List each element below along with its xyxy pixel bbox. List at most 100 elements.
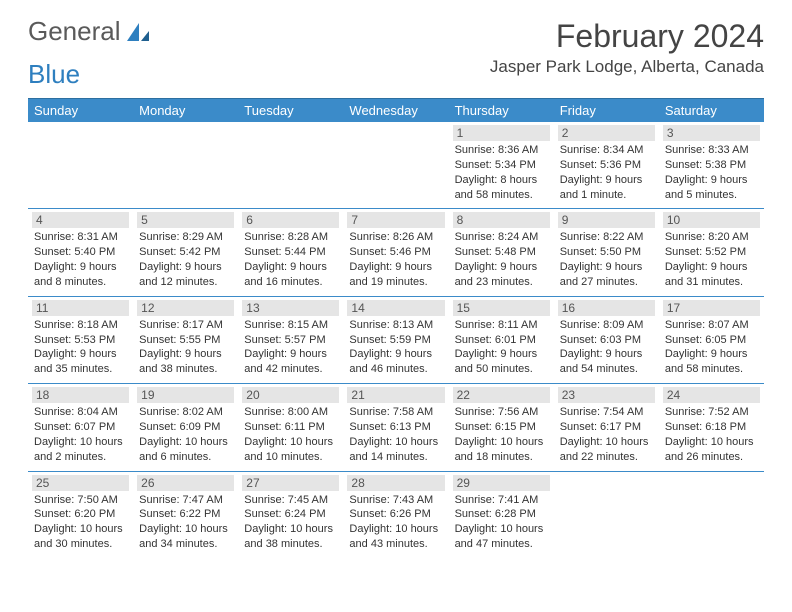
calendar-cell: 8Sunrise: 8:24 AMSunset: 5:48 PMDaylight… — [449, 209, 554, 296]
day-details: Sunrise: 8:11 AMSunset: 6:01 PMDaylight:… — [453, 316, 550, 377]
day-number: 22 — [453, 387, 550, 403]
calendar-cell: 26Sunrise: 7:47 AMSunset: 6:22 PMDayligh… — [133, 471, 238, 558]
day-details: Sunrise: 8:04 AMSunset: 6:07 PMDaylight:… — [32, 403, 129, 464]
day-details: Sunrise: 7:54 AMSunset: 6:17 PMDaylight:… — [558, 403, 655, 464]
day-details: Sunrise: 7:43 AMSunset: 6:26 PMDaylight:… — [347, 491, 444, 552]
day-number: 29 — [453, 475, 550, 491]
calendar-cell: 13Sunrise: 8:15 AMSunset: 5:57 PMDayligh… — [238, 296, 343, 383]
day-number: 17 — [663, 300, 760, 316]
day-details: Sunrise: 8:13 AMSunset: 5:59 PMDaylight:… — [347, 316, 444, 377]
calendar-row: 18Sunrise: 8:04 AMSunset: 6:07 PMDayligh… — [28, 384, 764, 471]
day-details: Sunrise: 8:26 AMSunset: 5:46 PMDaylight:… — [347, 228, 444, 289]
calendar-cell: 21Sunrise: 7:58 AMSunset: 6:13 PMDayligh… — [343, 384, 448, 471]
calendar-cell: 22Sunrise: 7:56 AMSunset: 6:15 PMDayligh… — [449, 384, 554, 471]
calendar-cell: 9Sunrise: 8:22 AMSunset: 5:50 PMDaylight… — [554, 209, 659, 296]
day-details: Sunrise: 7:45 AMSunset: 6:24 PMDaylight:… — [242, 491, 339, 552]
calendar-cell — [28, 122, 133, 209]
day-details: Sunrise: 8:07 AMSunset: 6:05 PMDaylight:… — [663, 316, 760, 377]
calendar-cell — [238, 122, 343, 209]
day-header: Thursday — [449, 99, 554, 123]
day-details: Sunrise: 8:22 AMSunset: 5:50 PMDaylight:… — [558, 228, 655, 289]
day-details: Sunrise: 8:33 AMSunset: 5:38 PMDaylight:… — [663, 141, 760, 202]
day-number: 7 — [347, 212, 444, 228]
day-number: 26 — [137, 475, 234, 491]
calendar-cell: 10Sunrise: 8:20 AMSunset: 5:52 PMDayligh… — [659, 209, 764, 296]
calendar-cell: 14Sunrise: 8:13 AMSunset: 5:59 PMDayligh… — [343, 296, 448, 383]
day-number: 10 — [663, 212, 760, 228]
day-number: 15 — [453, 300, 550, 316]
calendar-cell: 28Sunrise: 7:43 AMSunset: 6:26 PMDayligh… — [343, 471, 448, 558]
day-number: 24 — [663, 387, 760, 403]
calendar-cell: 1Sunrise: 8:36 AMSunset: 5:34 PMDaylight… — [449, 122, 554, 209]
day-details: Sunrise: 8:28 AMSunset: 5:44 PMDaylight:… — [242, 228, 339, 289]
calendar-cell: 19Sunrise: 8:02 AMSunset: 6:09 PMDayligh… — [133, 384, 238, 471]
day-number: 5 — [137, 212, 234, 228]
calendar-cell: 7Sunrise: 8:26 AMSunset: 5:46 PMDaylight… — [343, 209, 448, 296]
day-number: 11 — [32, 300, 129, 316]
title-block: February 2024 Jasper Park Lodge, Alberta… — [490, 18, 764, 77]
calendar-cell: 4Sunrise: 8:31 AMSunset: 5:40 PMDaylight… — [28, 209, 133, 296]
calendar-row: 11Sunrise: 8:18 AMSunset: 5:53 PMDayligh… — [28, 296, 764, 383]
day-details: Sunrise: 8:09 AMSunset: 6:03 PMDaylight:… — [558, 316, 655, 377]
calendar-page: General February 2024 Jasper Park Lodge,… — [0, 0, 792, 576]
day-header: Friday — [554, 99, 659, 123]
day-header: Sunday — [28, 99, 133, 123]
logo-sail-icon — [125, 21, 151, 43]
logo-word-general: General — [28, 18, 121, 44]
day-number: 25 — [32, 475, 129, 491]
day-number: 2 — [558, 125, 655, 141]
calendar-head: SundayMondayTuesdayWednesdayThursdayFrid… — [28, 99, 764, 123]
calendar-cell — [554, 471, 659, 558]
day-details: Sunrise: 8:29 AMSunset: 5:42 PMDaylight:… — [137, 228, 234, 289]
calendar-cell — [659, 471, 764, 558]
day-number: 12 — [137, 300, 234, 316]
calendar-cell: 12Sunrise: 8:17 AMSunset: 5:55 PMDayligh… — [133, 296, 238, 383]
day-number: 6 — [242, 212, 339, 228]
day-details: Sunrise: 8:02 AMSunset: 6:09 PMDaylight:… — [137, 403, 234, 464]
day-header: Saturday — [659, 99, 764, 123]
day-details: Sunrise: 7:47 AMSunset: 6:22 PMDaylight:… — [137, 491, 234, 552]
day-number: 3 — [663, 125, 760, 141]
day-details: Sunrise: 7:58 AMSunset: 6:13 PMDaylight:… — [347, 403, 444, 464]
calendar-table: SundayMondayTuesdayWednesdayThursdayFrid… — [28, 98, 764, 558]
calendar-row: 1Sunrise: 8:36 AMSunset: 5:34 PMDaylight… — [28, 122, 764, 209]
calendar-cell: 11Sunrise: 8:18 AMSunset: 5:53 PMDayligh… — [28, 296, 133, 383]
calendar-cell: 29Sunrise: 7:41 AMSunset: 6:28 PMDayligh… — [449, 471, 554, 558]
day-number: 28 — [347, 475, 444, 491]
day-details: Sunrise: 8:17 AMSunset: 5:55 PMDaylight:… — [137, 316, 234, 377]
calendar-cell: 5Sunrise: 8:29 AMSunset: 5:42 PMDaylight… — [133, 209, 238, 296]
day-details: Sunrise: 8:18 AMSunset: 5:53 PMDaylight:… — [32, 316, 129, 377]
calendar-row: 4Sunrise: 8:31 AMSunset: 5:40 PMDaylight… — [28, 209, 764, 296]
day-number: 4 — [32, 212, 129, 228]
day-number: 19 — [137, 387, 234, 403]
day-header: Monday — [133, 99, 238, 123]
calendar-cell: 23Sunrise: 7:54 AMSunset: 6:17 PMDayligh… — [554, 384, 659, 471]
day-number: 13 — [242, 300, 339, 316]
calendar-cell: 20Sunrise: 8:00 AMSunset: 6:11 PMDayligh… — [238, 384, 343, 471]
calendar-cell: 24Sunrise: 7:52 AMSunset: 6:18 PMDayligh… — [659, 384, 764, 471]
logo: General — [28, 18, 151, 44]
calendar-row: 25Sunrise: 7:50 AMSunset: 6:20 PMDayligh… — [28, 471, 764, 558]
day-number: 23 — [558, 387, 655, 403]
day-number: 9 — [558, 212, 655, 228]
day-details: Sunrise: 8:36 AMSunset: 5:34 PMDaylight:… — [453, 141, 550, 202]
day-details: Sunrise: 7:52 AMSunset: 6:18 PMDaylight:… — [663, 403, 760, 464]
day-number: 1 — [453, 125, 550, 141]
day-details: Sunrise: 7:56 AMSunset: 6:15 PMDaylight:… — [453, 403, 550, 464]
day-details: Sunrise: 8:00 AMSunset: 6:11 PMDaylight:… — [242, 403, 339, 464]
day-details: Sunrise: 8:24 AMSunset: 5:48 PMDaylight:… — [453, 228, 550, 289]
day-number: 14 — [347, 300, 444, 316]
calendar-cell: 27Sunrise: 7:45 AMSunset: 6:24 PMDayligh… — [238, 471, 343, 558]
day-number: 21 — [347, 387, 444, 403]
calendar-cell: 17Sunrise: 8:07 AMSunset: 6:05 PMDayligh… — [659, 296, 764, 383]
location: Jasper Park Lodge, Alberta, Canada — [490, 57, 764, 77]
calendar-body: 1Sunrise: 8:36 AMSunset: 5:34 PMDaylight… — [28, 122, 764, 558]
month-title: February 2024 — [490, 18, 764, 55]
calendar-cell: 2Sunrise: 8:34 AMSunset: 5:36 PMDaylight… — [554, 122, 659, 209]
day-number: 8 — [453, 212, 550, 228]
day-header: Tuesday — [238, 99, 343, 123]
calendar-cell: 15Sunrise: 8:11 AMSunset: 6:01 PMDayligh… — [449, 296, 554, 383]
day-details: Sunrise: 7:50 AMSunset: 6:20 PMDaylight:… — [32, 491, 129, 552]
day-number: 16 — [558, 300, 655, 316]
day-number: 27 — [242, 475, 339, 491]
